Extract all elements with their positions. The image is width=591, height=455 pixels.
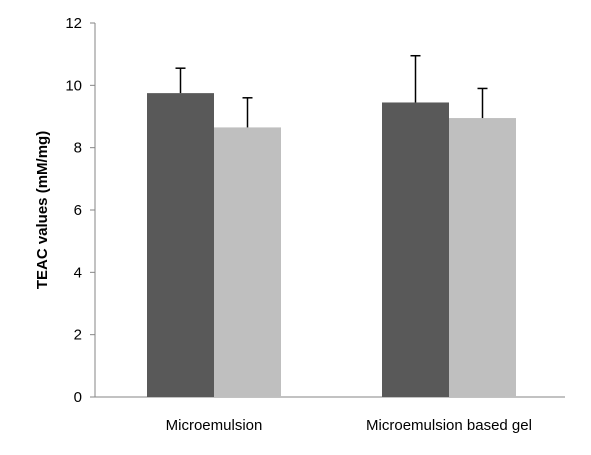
bars (147, 93, 516, 398)
y-ticks: 0 2 4 6 8 10 12 (65, 15, 95, 406)
x-category-label: Microemulsion based gel (366, 417, 532, 434)
y-tick-label: 2 (74, 327, 82, 344)
category-labels: Microemulsion Microemulsion based gel (166, 417, 532, 434)
bar-1-2 (382, 102, 449, 397)
y-axis-title: TEAC values (mM/mg) (34, 131, 51, 289)
y-tick-label: 0 (74, 389, 82, 406)
y-tick-label: 6 (74, 202, 82, 219)
error-bars (175, 54, 488, 128)
y-tick-label: 4 (74, 264, 82, 281)
y-tick-label: 10 (65, 77, 82, 94)
bar-1-1 (147, 93, 214, 397)
y-tick-label: 12 (65, 15, 82, 32)
y-tick-label: 8 (74, 140, 82, 157)
bar-2-1 (214, 127, 281, 398)
x-category-label: Microemulsion (166, 417, 263, 434)
bar-2-2 (449, 118, 516, 397)
